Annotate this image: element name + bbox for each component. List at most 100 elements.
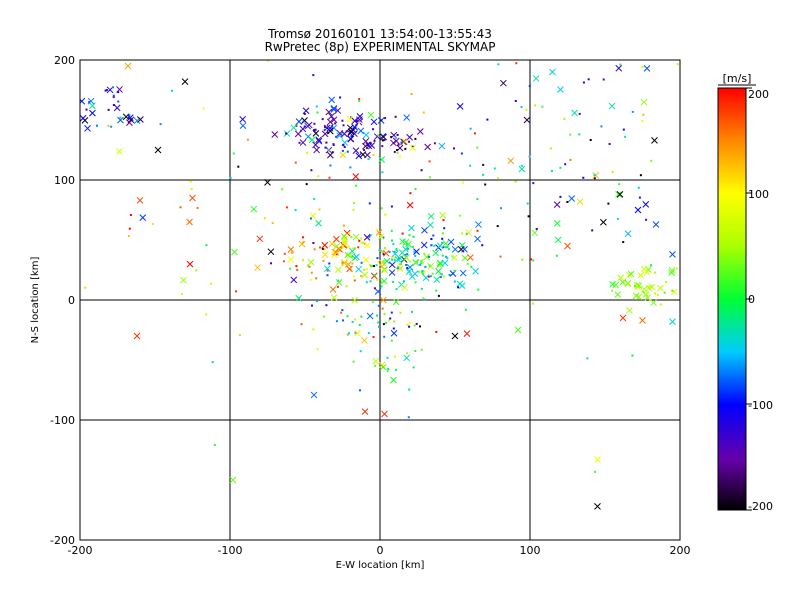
data-point-x-marker: [229, 476, 237, 484]
data-point-dot: [497, 63, 500, 66]
data-point-x-marker: [668, 267, 676, 274]
data-point-x-marker: [463, 330, 471, 337]
data-point-dot: [379, 249, 382, 252]
data-point-dot: [300, 323, 303, 326]
data-point-dot: [302, 236, 305, 239]
data-point-x-marker: [336, 130, 344, 137]
data-point-dot: [286, 206, 289, 209]
data-point-dot: [367, 332, 370, 334]
colorbar: [717, 87, 747, 511]
data-point-dot: [373, 265, 375, 267]
data-point-dot: [343, 146, 346, 148]
data-point-x-marker: [347, 135, 355, 143]
data-point-dot: [110, 125, 113, 128]
data-point-x-marker: [328, 112, 335, 120]
data-point-dot: [650, 264, 653, 267]
data-point-x-marker: [456, 103, 464, 110]
data-point-x-marker: [380, 133, 387, 141]
data-point-dot: [294, 161, 297, 164]
data-point-x-marker: [334, 107, 342, 114]
data-point-x-marker: [88, 102, 96, 110]
data-point-x-marker: [394, 255, 402, 263]
data-point-dot: [310, 271, 313, 274]
data-point-dot: [391, 258, 394, 261]
data-point-dot: [341, 309, 344, 312]
data-point-dot: [386, 356, 389, 359]
data-point-x-marker: [670, 288, 678, 296]
data-point-dot: [358, 239, 361, 242]
data-point-x-marker: [382, 249, 390, 257]
data-point-dot: [360, 261, 363, 264]
data-point-dot: [528, 85, 531, 87]
data-point-dot: [385, 321, 388, 324]
data-point-dot: [414, 188, 417, 191]
data-point-dot: [382, 253, 385, 256]
data-point-dot: [383, 335, 386, 338]
data-point-dot: [205, 244, 208, 247]
data-point-dot: [412, 235, 415, 238]
data-point-x-marker: [335, 278, 343, 286]
data-point-dot: [608, 143, 611, 145]
data-point-dot: [232, 152, 235, 155]
data-point-x-marker: [427, 221, 434, 229]
data-point-x-marker: [458, 241, 466, 249]
data-point-dot: [578, 112, 581, 115]
data-point-dot: [411, 145, 414, 148]
data-point-x-marker: [89, 109, 96, 117]
data-point-dot: [435, 289, 438, 292]
data-point-dot: [442, 275, 445, 278]
data-point-dot: [388, 251, 391, 253]
data-point-dot: [428, 255, 431, 258]
data-point-x-marker: [644, 294, 651, 302]
data-point-x-marker: [405, 240, 412, 248]
data-point-x-marker: [632, 292, 640, 300]
data-point-dot: [415, 260, 418, 263]
data-point-dot: [499, 255, 502, 258]
data-point-x-marker: [344, 251, 352, 259]
data-point-dot: [377, 134, 380, 137]
data-point-x-marker: [326, 151, 334, 159]
data-point-x-marker: [523, 116, 531, 124]
data-point-dot: [313, 129, 316, 131]
data-point-x-marker: [381, 410, 388, 418]
data-point-dot: [313, 122, 316, 125]
data-point-dot: [383, 139, 386, 142]
data-point-x-marker: [315, 219, 322, 227]
data-point-x-marker: [392, 137, 400, 145]
data-point-x-marker: [616, 191, 624, 198]
data-point-dot: [112, 104, 115, 106]
data-point-dot: [453, 280, 456, 283]
data-point-x-marker: [321, 130, 329, 138]
data-point-x-marker: [391, 250, 399, 258]
data-point-dot: [390, 205, 393, 208]
data-point-dot: [171, 89, 173, 92]
data-point-dot: [675, 267, 678, 270]
data-point-dot: [371, 301, 374, 304]
data-point-dot: [350, 236, 353, 239]
data-point-x-marker: [377, 233, 385, 241]
data-point-x-marker: [549, 68, 556, 76]
data-point-dot: [290, 251, 293, 254]
data-point-dot: [638, 196, 641, 199]
data-point-dot: [443, 227, 446, 230]
data-point-x-marker: [271, 131, 279, 138]
data-point-x-marker: [341, 238, 348, 246]
data-point-dot: [350, 135, 353, 138]
data-point-dot: [213, 444, 216, 446]
data-point-x-marker: [139, 214, 147, 222]
data-point-dot: [530, 258, 533, 261]
data-point-x-marker: [594, 456, 601, 463]
data-point-dot: [464, 308, 467, 311]
data-point-dot: [393, 250, 396, 253]
colorbar-tick-label: -100: [748, 399, 773, 412]
data-point-dot: [384, 213, 387, 216]
data-point-dot: [355, 120, 358, 123]
data-point-x-marker: [427, 212, 435, 220]
y-tick-label: -200: [50, 534, 75, 547]
data-point-x-marker: [239, 115, 247, 123]
data-point-dot: [514, 180, 517, 183]
data-point-dot: [447, 248, 450, 251]
data-point-x-marker: [619, 278, 627, 286]
data-point-x-marker: [290, 124, 298, 132]
data-point-x-marker: [403, 354, 411, 362]
